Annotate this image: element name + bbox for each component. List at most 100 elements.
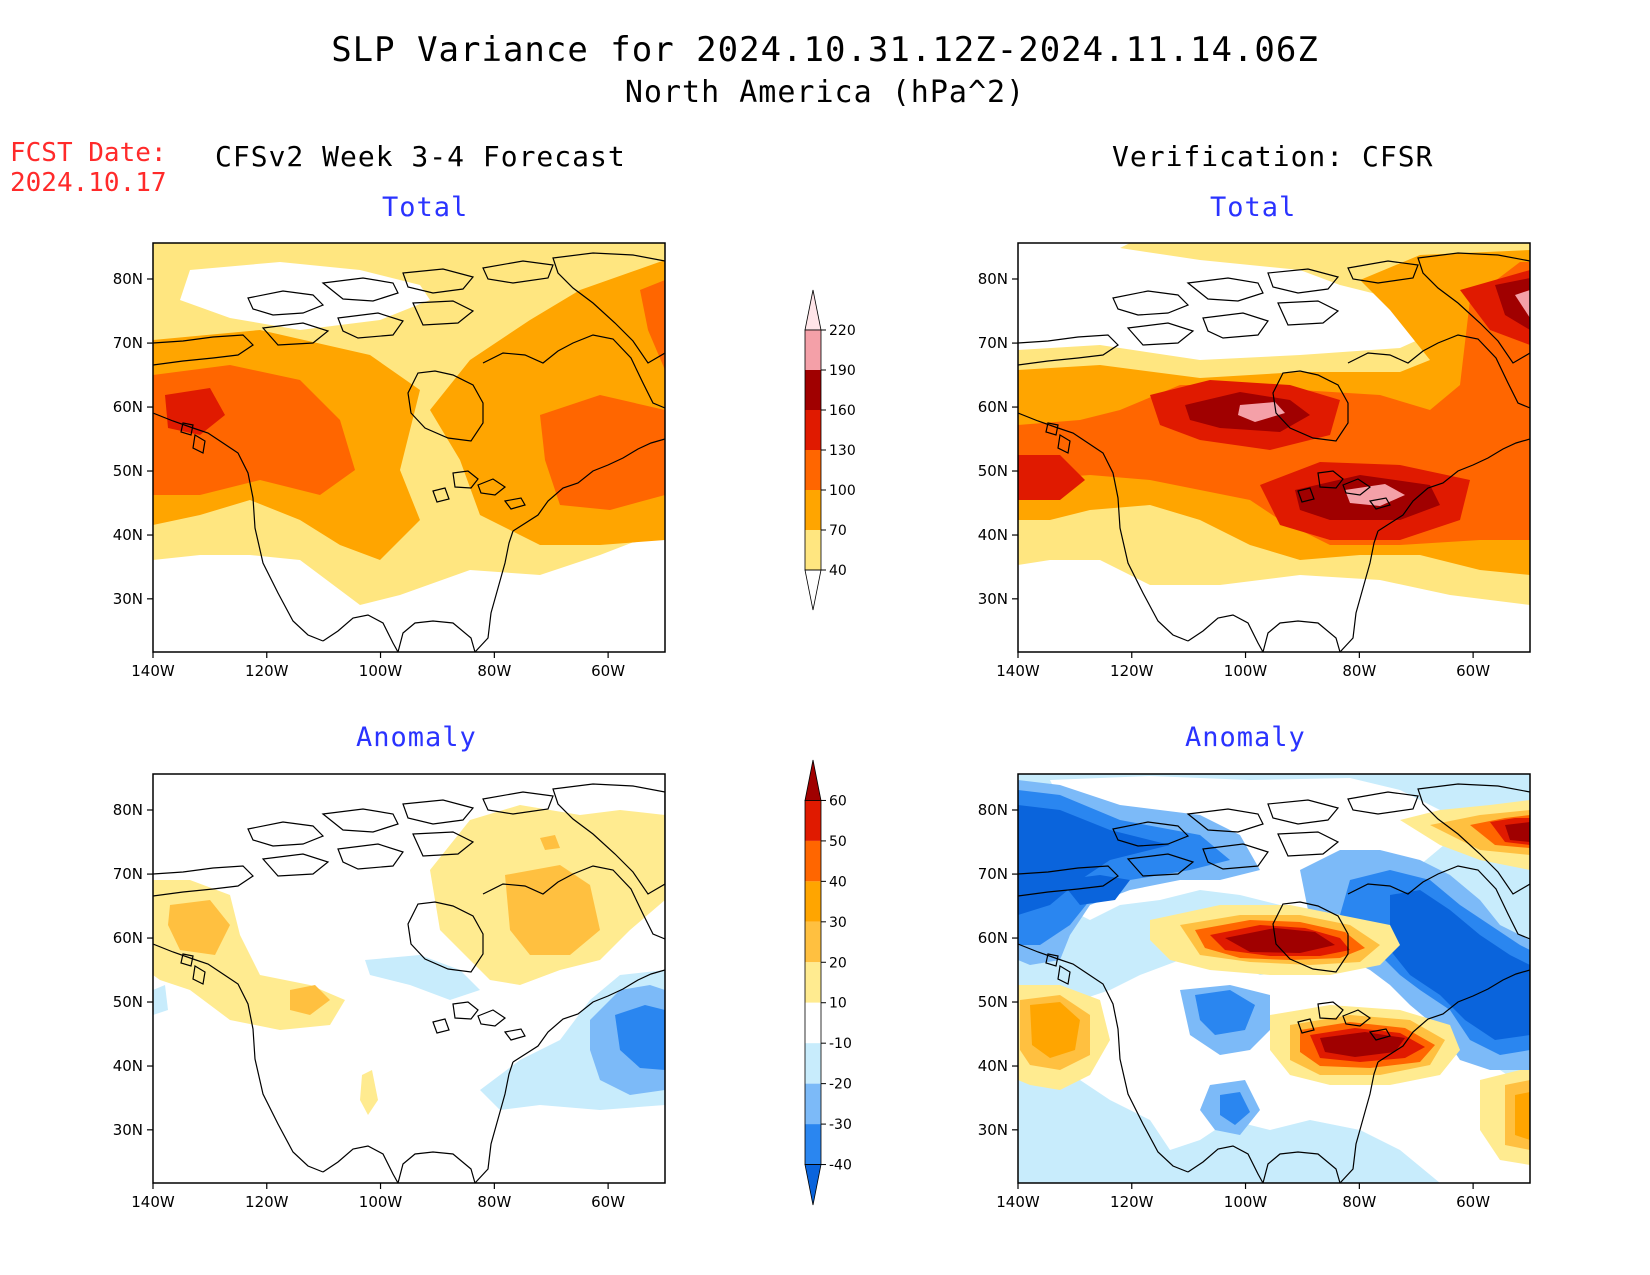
verification-total-title: Total xyxy=(1210,192,1297,223)
coastline-segment xyxy=(1317,470,1344,489)
forecast-anomaly-title: Anomaly xyxy=(356,722,477,753)
coastline-segment xyxy=(452,470,479,489)
anomaly-colorbar-label: 40 xyxy=(829,874,847,890)
coastline-segment xyxy=(1057,434,1071,454)
lon-label: 140W xyxy=(996,662,1040,680)
coastline-segment xyxy=(1045,953,1059,967)
coastlines xyxy=(153,252,1530,1183)
forecast-total-frame xyxy=(152,242,666,653)
lon-label: 60W xyxy=(591,1193,625,1211)
anomaly-colorbar: -40 -30 -20 -10 10 20 30 40 50 60 xyxy=(804,759,852,1206)
anomaly-colorbar-segment xyxy=(805,1083,821,1125)
coastline-segment xyxy=(1186,277,1264,302)
total-colorbar-segment xyxy=(804,569,822,611)
forecast-anomaly-frame xyxy=(152,773,666,1184)
coastline-segment xyxy=(432,487,450,503)
lon-label: 60W xyxy=(1456,1193,1490,1211)
verification-column-title: Verification: CFSR xyxy=(1112,140,1434,173)
lat-label: 60N xyxy=(113,929,143,947)
lon-label: 80W xyxy=(477,662,511,680)
coastline-segment xyxy=(1018,943,1189,1173)
lat-label: 80N xyxy=(978,801,1008,819)
coastline-segment xyxy=(1045,422,1059,436)
lat-label: 30N xyxy=(978,1121,1008,1139)
anomaly-colorbar-segment xyxy=(805,800,821,841)
coastline-segment xyxy=(1368,497,1391,510)
forecast-total-coastlines xyxy=(153,252,665,652)
lon-label: 80W xyxy=(1342,662,1376,680)
anomaly-colorbar-segment xyxy=(804,759,822,801)
coastline-segment xyxy=(261,322,330,346)
chart-title: SLP Variance for 2024.10.31.12Z-2024.11.… xyxy=(331,30,1319,70)
lat-label: 60N xyxy=(113,398,143,416)
coastline-segment xyxy=(552,252,665,364)
anomaly-colorbar-label: 50 xyxy=(829,834,847,850)
total-colorbar-label: 130 xyxy=(829,443,856,459)
coastline-segment xyxy=(1112,290,1190,316)
coastline-segment xyxy=(1277,300,1340,326)
forecast-anomaly-map xyxy=(153,774,665,1183)
anomaly-colorbar-segment xyxy=(804,1164,822,1206)
lon-label: 120W xyxy=(245,662,289,680)
lon-label: 120W xyxy=(1110,662,1154,680)
map-axes: 80N 70N 60N 50N 40N 30N 140W 120W 100W 80W 60W 80N 7… xyxy=(113,242,1531,1211)
coastline-segment xyxy=(1317,1001,1344,1020)
coastline-segment xyxy=(1277,831,1340,857)
total-colorbar-label: 160 xyxy=(829,403,856,419)
total-colorbar-segment xyxy=(804,289,822,331)
anomaly-colorbar-label: -40 xyxy=(829,1158,852,1174)
lat-label: 50N xyxy=(978,462,1008,480)
coastline-segment xyxy=(412,831,475,857)
coastline-segment xyxy=(503,497,526,510)
coastline-segment xyxy=(1377,438,1530,532)
total-colorbar-label: 70 xyxy=(829,523,847,539)
lat-label: 40N xyxy=(113,1057,143,1075)
lon-label: 100W xyxy=(359,662,403,680)
coastline-segment xyxy=(1018,334,1119,366)
verification-total-coastlines xyxy=(1018,252,1530,652)
coastline-segment xyxy=(153,334,254,366)
coastline-segment xyxy=(1297,487,1315,503)
coastline-segment xyxy=(322,1145,399,1183)
coastline-segment xyxy=(474,530,514,652)
coastline-segment xyxy=(1186,808,1264,833)
lat-label: 60N xyxy=(978,929,1008,947)
coastline-segment xyxy=(321,808,399,833)
coastline-segment xyxy=(1347,334,1530,409)
coastline-segment xyxy=(482,791,554,815)
coastline-segment xyxy=(1057,965,1071,985)
coastline-segment xyxy=(1347,791,1419,815)
coastline-segment xyxy=(192,965,206,985)
coastline-segment xyxy=(322,614,399,652)
total-colorbar: 40 70 100 130 160 190 220 xyxy=(804,289,856,611)
coastline-segment xyxy=(1126,322,1195,346)
coastline-segment xyxy=(1202,843,1269,870)
lon-label: 80W xyxy=(1342,1193,1376,1211)
total-colorbar-segment xyxy=(805,450,821,490)
anomaly-colorbar-label: 30 xyxy=(829,915,847,931)
coastline-segment xyxy=(412,300,475,326)
total-colorbar-segment xyxy=(805,330,821,370)
lat-label: 80N xyxy=(113,270,143,288)
coastline-segment xyxy=(1272,901,1349,973)
forecast-column-title: CFSv2 Week 3-4 Forecast xyxy=(215,140,626,173)
coastline-segment xyxy=(1417,252,1530,364)
lon-label: 100W xyxy=(1224,1193,1268,1211)
verification-anomaly-title: Anomaly xyxy=(1185,722,1306,753)
coastline-segment xyxy=(1339,1061,1379,1183)
total-colorbar-label: 220 xyxy=(829,323,856,339)
anomaly-colorbar-segment xyxy=(805,1043,821,1084)
coastline-segment xyxy=(402,268,475,294)
anomaly-colorbar-label: -20 xyxy=(829,1077,852,1093)
coastline-segment xyxy=(1187,614,1264,652)
coastline-segment xyxy=(337,312,404,339)
lon-label: 60W xyxy=(1456,662,1490,680)
coastline-segment xyxy=(247,821,325,847)
total-colorbar-segment xyxy=(805,490,821,530)
coastline-segment xyxy=(512,969,665,1063)
forecast-anomaly-coastlines xyxy=(153,783,665,1183)
anomaly-colorbar-label: 60 xyxy=(829,793,847,809)
coastline-segment xyxy=(1417,783,1530,895)
coastline-segment xyxy=(153,943,324,1173)
